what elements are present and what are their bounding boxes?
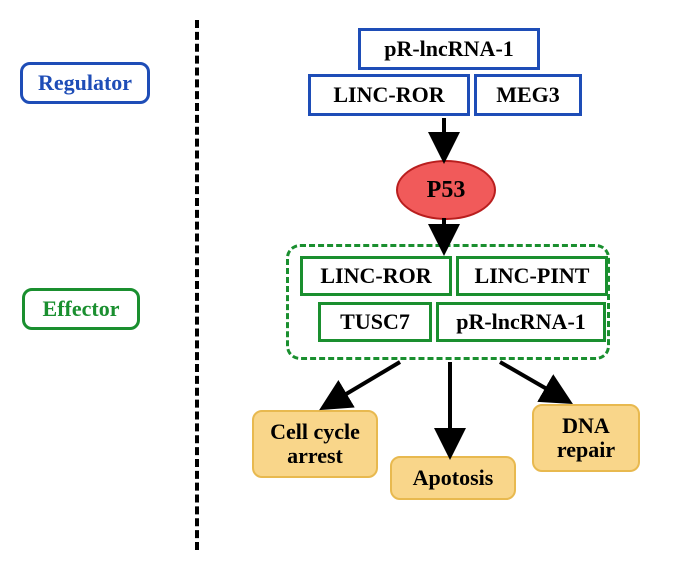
effector-node-bl: TUSC7 — [318, 302, 432, 342]
effector-bl-label: TUSC7 — [340, 310, 410, 334]
effector-tl-label: LINC-ROR — [320, 264, 431, 288]
regulator-node-top: pR-lncRNA-1 — [358, 28, 540, 70]
effector-node-br: pR-lncRNA-1 — [436, 302, 606, 342]
effector-tr-label: LINC-PINT — [475, 264, 590, 288]
outcome-node-left: Cell cycle arrest — [252, 410, 378, 478]
outcome-node-middle: Apotosis — [390, 456, 516, 500]
effector-node-tl: LINC-ROR — [300, 256, 452, 296]
outcome-left-label: Cell cycle arrest — [254, 420, 376, 468]
legend-regulator-label: Regulator — [38, 71, 132, 95]
regulator-node-right: MEG3 — [474, 74, 582, 116]
divider-line — [195, 20, 199, 550]
regulator-top-label: pR-lncRNA-1 — [384, 37, 514, 61]
outcome-mid-label: Apotosis — [413, 466, 494, 490]
arrow-effectors-to-cellcycle — [326, 362, 400, 406]
effector-br-label: pR-lncRNA-1 — [456, 310, 586, 334]
regulator-left-label: LINC-ROR — [333, 83, 444, 107]
legend-regulator-box: Regulator — [20, 62, 150, 104]
regulator-right-label: MEG3 — [496, 83, 560, 107]
outcome-node-right: DNA repair — [532, 404, 640, 472]
arrow-effectors-to-dnarepair — [500, 362, 566, 400]
effector-node-tr: LINC-PINT — [456, 256, 608, 296]
hub-p53: P53 — [396, 160, 496, 220]
legend-effector-box: Effector — [22, 288, 140, 330]
regulator-node-left: LINC-ROR — [308, 74, 470, 116]
outcome-right-label: DNA repair — [534, 414, 638, 462]
hub-p53-label: P53 — [427, 177, 466, 204]
legend-effector-label: Effector — [43, 297, 120, 321]
